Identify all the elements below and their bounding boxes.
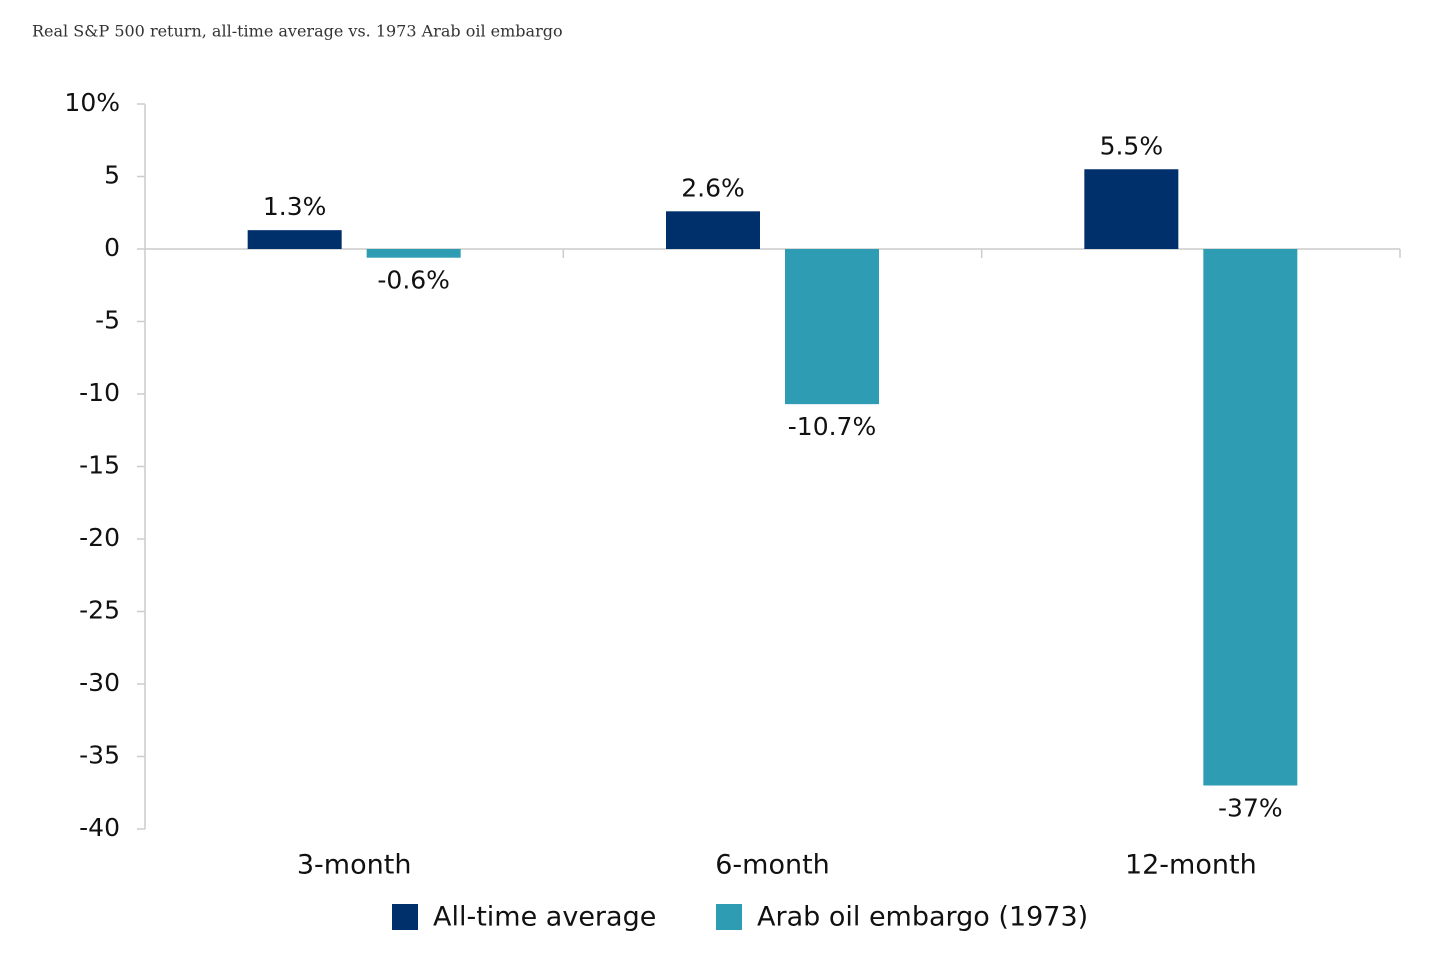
value-label: 5.5%: [1100, 131, 1164, 160]
y-tick-label: -10: [79, 378, 120, 407]
y-tick-label: 10%: [64, 88, 120, 117]
y-tick-label: -20: [79, 523, 120, 552]
y-tick-label: 0: [104, 233, 120, 262]
x-tick-label: 6-month: [715, 850, 830, 881]
y-tick-label: -40: [79, 813, 120, 842]
value-label: -10.7%: [788, 412, 876, 441]
y-tick-label: -25: [79, 596, 120, 625]
chart-title: Real S&P 500 return, all-time average vs…: [32, 22, 563, 41]
value-label: 1.3%: [263, 192, 327, 221]
x-tick-label: 12-month: [1125, 850, 1257, 881]
legend-label: All-time average: [433, 902, 656, 933]
legend-swatch: [716, 904, 742, 930]
y-tick-label: -5: [95, 306, 120, 335]
bar: [366, 249, 461, 258]
bar: [1084, 169, 1179, 249]
bar: [1203, 249, 1298, 786]
legend-swatch: [392, 904, 418, 930]
value-label: -0.6%: [377, 266, 450, 295]
y-tick-label: -35: [79, 741, 120, 770]
y-tick-label: 5: [104, 161, 120, 190]
y-tick-label: -30: [79, 668, 120, 697]
value-label: -37%: [1218, 794, 1283, 823]
bar: [666, 211, 760, 249]
x-tick-label: 3-month: [297, 850, 412, 881]
bar: [785, 249, 879, 405]
bar: [247, 230, 342, 249]
y-tick-label: -15: [79, 451, 120, 480]
legend-label: Arab oil embargo (1973): [757, 902, 1088, 933]
value-label: 2.6%: [681, 173, 745, 202]
